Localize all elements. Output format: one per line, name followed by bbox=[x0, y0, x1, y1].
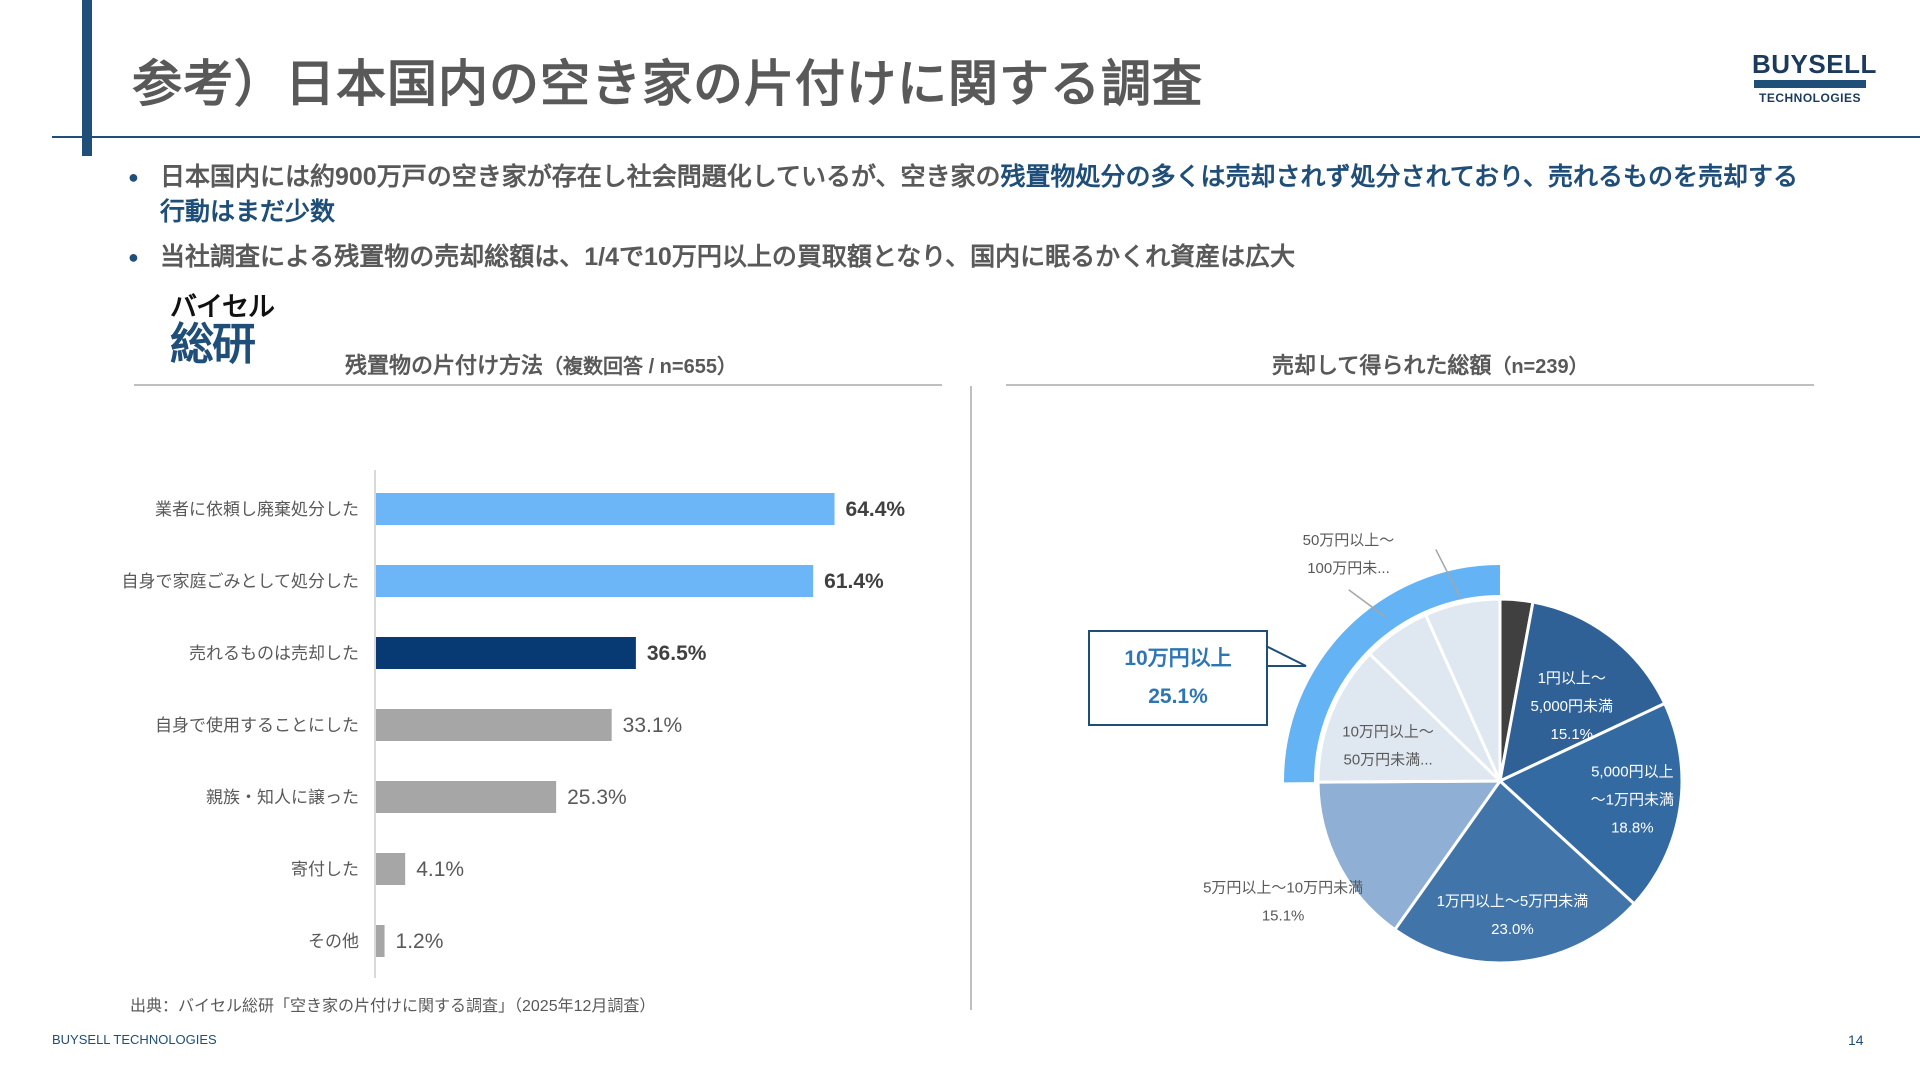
bar bbox=[376, 781, 557, 813]
bar-chart: 業者に依頼し廃棄処分した 64.4% 自身で家庭ごみとして処分した 61.4% 売れるも… bbox=[122, 470, 906, 978]
bar bbox=[376, 493, 835, 525]
lab-logo-bottom: 総研 bbox=[170, 320, 256, 369]
bar-value-label: 4.1% bbox=[416, 858, 464, 881]
pie-slice-label: 5,000円未満 bbox=[1530, 698, 1613, 715]
bar bbox=[376, 925, 385, 957]
pie-slice-label: 23.0% bbox=[1491, 921, 1534, 938]
company-logo: BUYSELL TECHNOLOGIES bbox=[1752, 49, 1877, 105]
summary-bullets: 日本国内には約900万戸の空き家が存在し社会問題化しているが、空き家の残置物処分… bbox=[128, 160, 1808, 285]
highlight-callout: 10万円以上 25.1% bbox=[1088, 630, 1268, 726]
chart-divider bbox=[970, 386, 972, 1010]
pie-slice-label: 15.1% bbox=[1550, 726, 1593, 743]
page-title: 参考）日本国内の空き家の片付けに関する調査 bbox=[132, 56, 1203, 112]
pie-leader-line bbox=[1348, 589, 1386, 618]
header-divider bbox=[52, 136, 1920, 138]
pie-slice bbox=[1316, 651, 1504, 784]
pie-leader-line bbox=[1435, 549, 1462, 600]
pie-slice bbox=[1497, 701, 1684, 907]
bar-value-label: 61.4% bbox=[824, 570, 884, 593]
pie-slice-label: 50万円未満... bbox=[1344, 752, 1433, 769]
callout-value: 25.1% bbox=[1148, 685, 1208, 708]
bar-category-label: 自身で家庭ごみとして処分した bbox=[122, 572, 360, 591]
source-note: 出典：バイセル総研「空き家の片付けに関する調査」（2025年12月調査） bbox=[130, 998, 656, 1015]
page-number: 14 bbox=[1848, 1032, 1864, 1048]
bar bbox=[376, 709, 612, 741]
pie-slice-label: 10万円以上〜 bbox=[1342, 724, 1434, 741]
bar-value-label: 1.2% bbox=[396, 930, 444, 953]
bullet-2: 当社調査による残置物の売却総額は、1/4で10万円以上の買取額となり、国内に眠る… bbox=[128, 240, 1808, 275]
pie-slice-label: 〜1万円未満 bbox=[1591, 792, 1674, 809]
bar-category-label: 親族・知人に譲った bbox=[206, 788, 359, 807]
pie-chart-title-main: 売却して得られた総額 bbox=[1272, 353, 1492, 378]
pie-slice-label: 1万円以上〜5万円未満 bbox=[1437, 893, 1589, 910]
pie-slice bbox=[1497, 600, 1667, 784]
buysell-lab-logo: バイセル 総研 bbox=[170, 292, 282, 368]
footer-company: BUYSELL TECHNOLOGIES bbox=[52, 1032, 217, 1047]
callout-pointer bbox=[1264, 645, 1307, 667]
pie-slice-label: 15.1% bbox=[1262, 908, 1305, 925]
logo-bar bbox=[1754, 80, 1866, 88]
pie-slice-label: 5万円以上〜10万円未満 bbox=[1203, 880, 1363, 897]
pie-slice-label: 5,000円以上 bbox=[1591, 764, 1674, 781]
bar-category-label: 寄付した bbox=[291, 860, 359, 879]
pie-slice bbox=[1316, 779, 1503, 932]
bullet-1-text: 日本国内には約900万戸の空き家が存在し社会問題化しているが、空き家の bbox=[160, 163, 1001, 191]
callout-label: 10万円以上 bbox=[1124, 647, 1232, 670]
logo-main-text: BUYSELL bbox=[1752, 49, 1877, 79]
pie-slice bbox=[1423, 597, 1502, 782]
pie-chart-underline bbox=[1006, 384, 1814, 386]
bar-chart-title: 残置物の片付け方法（複数回答 / n=655） bbox=[345, 348, 737, 380]
bar-value-label: 36.5% bbox=[647, 642, 707, 665]
pie-slice bbox=[1392, 778, 1637, 965]
bar-category-label: 売れるものは売却した bbox=[189, 644, 359, 663]
logo-sub-text: TECHNOLOGIES bbox=[1758, 91, 1861, 105]
lab-logo-top: バイセル bbox=[170, 292, 275, 322]
pie-highlight-ring bbox=[1284, 565, 1500, 783]
bar bbox=[376, 637, 636, 669]
bar-chart-underline bbox=[134, 384, 942, 386]
bar-category-label: 自身で使用することにした bbox=[155, 715, 359, 735]
accent-bar bbox=[82, 0, 92, 156]
bar-value-label: 33.1% bbox=[623, 714, 683, 737]
bullet-1: 日本国内には約900万戸の空き家が存在し社会問題化しているが、空き家の残置物処分… bbox=[128, 160, 1808, 230]
pie-chart-title: 売却して得られた総額（n=239） bbox=[1272, 348, 1589, 380]
bar-chart-title-main: 残置物の片付け方法 bbox=[345, 353, 544, 378]
bar-value-label: 64.4% bbox=[846, 498, 906, 521]
pie-slice-label: 50万円以上〜 bbox=[1303, 532, 1395, 549]
bar-category-label: 業者に依頼し廃棄処分した bbox=[155, 500, 359, 519]
pie-slice-label: 1円以上〜 bbox=[1538, 670, 1606, 687]
bar-category-label: その他 bbox=[308, 932, 359, 951]
bar bbox=[376, 565, 814, 597]
pie-chart-title-sub: （n=239） bbox=[1491, 356, 1589, 378]
bullet-1-highlight: 残置物処分の多くは売却されず処分されており、売れるものを売却する行動はまだ少数 bbox=[160, 163, 1798, 226]
bar bbox=[376, 853, 406, 885]
bar-chart-title-sub: （複数回答 / n=655） bbox=[543, 356, 737, 378]
pie-slice-label: 18.8% bbox=[1611, 820, 1654, 837]
bar-value-label: 25.3% bbox=[567, 786, 627, 809]
pie-slice-label: 100万円未... bbox=[1307, 560, 1390, 577]
pie-chart: 0円2.9%1円以上〜5,000円未満15.1%5,000円以上〜1万円未満18… bbox=[1203, 532, 1684, 965]
